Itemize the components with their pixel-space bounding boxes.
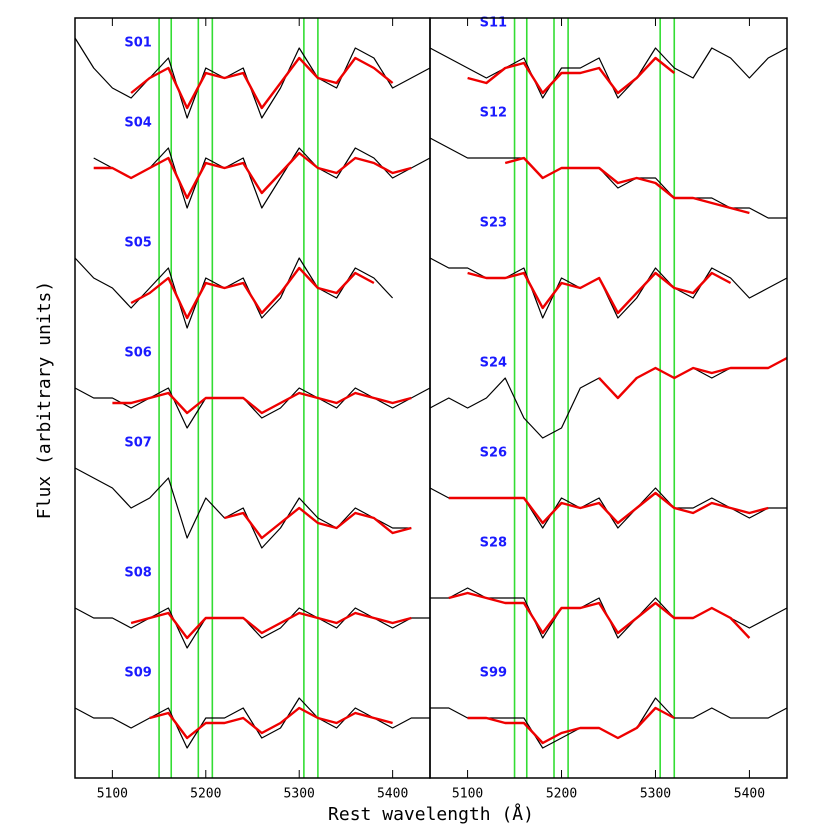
- x-tick-label: 5300: [284, 787, 315, 802]
- panel-frame: [429, 17, 788, 779]
- observed-spectrum: [430, 697, 788, 749]
- x-tick-label: 5100: [452, 787, 483, 802]
- spectrum-label: S12: [480, 106, 507, 121]
- spectrum-label: S23: [480, 216, 507, 231]
- spectrum-label: S08: [124, 566, 151, 581]
- x-axis-label: Rest wavelength (Å): [328, 803, 534, 825]
- spectrum-label: S06: [124, 346, 151, 361]
- observed-spectrum: [74, 467, 412, 549]
- model-spectrum: [467, 271, 732, 315]
- x-tick-label: 5400: [734, 787, 765, 802]
- observed-spectrum: [74, 257, 394, 329]
- spectrum-label: S04: [124, 116, 151, 131]
- x-tick-label: 5100: [97, 787, 128, 802]
- observed-spectrum: [430, 587, 788, 639]
- observed-spectrum: [74, 607, 430, 649]
- spectrum-label: S28: [480, 536, 507, 551]
- spectrum-label: S24: [480, 356, 507, 371]
- spectrum-label: S09: [124, 666, 151, 681]
- y-axis-label: Flux (arbitrary units): [34, 281, 55, 519]
- spectrum-label: S99: [480, 666, 507, 681]
- observed-spectrum: [429, 47, 788, 99]
- model-spectrum: [112, 391, 412, 415]
- model-spectrum: [130, 56, 394, 110]
- model-spectrum: [149, 706, 393, 740]
- model-spectrum: [130, 611, 412, 640]
- model-spectrum: [130, 266, 375, 320]
- model-spectrum: [93, 151, 412, 200]
- spectrum-label: S11: [480, 16, 507, 31]
- spectrum-label: S07: [124, 436, 151, 451]
- observed-spectrum: [74, 387, 431, 429]
- model-spectrum: [467, 706, 675, 745]
- spectrum-label: S01: [124, 36, 151, 51]
- observed-spectrum: [429, 137, 787, 219]
- spectrum-label: S26: [480, 446, 507, 461]
- x-tick-label: 5200: [190, 787, 221, 802]
- model-spectrum: [467, 56, 676, 95]
- model-spectrum: [448, 491, 769, 525]
- x-tick-label: 5400: [377, 787, 408, 802]
- spectrum-label: S05: [124, 236, 151, 251]
- observed-spectrum: [429, 257, 788, 319]
- x-tick-label: 5300: [640, 787, 671, 802]
- model-spectrum: [504, 156, 750, 215]
- model-spectrum: [598, 356, 788, 400]
- model-spectrum: [224, 506, 412, 540]
- model-spectrum: [448, 591, 751, 639]
- observed-spectrum: [74, 697, 430, 749]
- x-tick-label: 5200: [546, 787, 577, 802]
- observed-spectrum: [93, 147, 431, 209]
